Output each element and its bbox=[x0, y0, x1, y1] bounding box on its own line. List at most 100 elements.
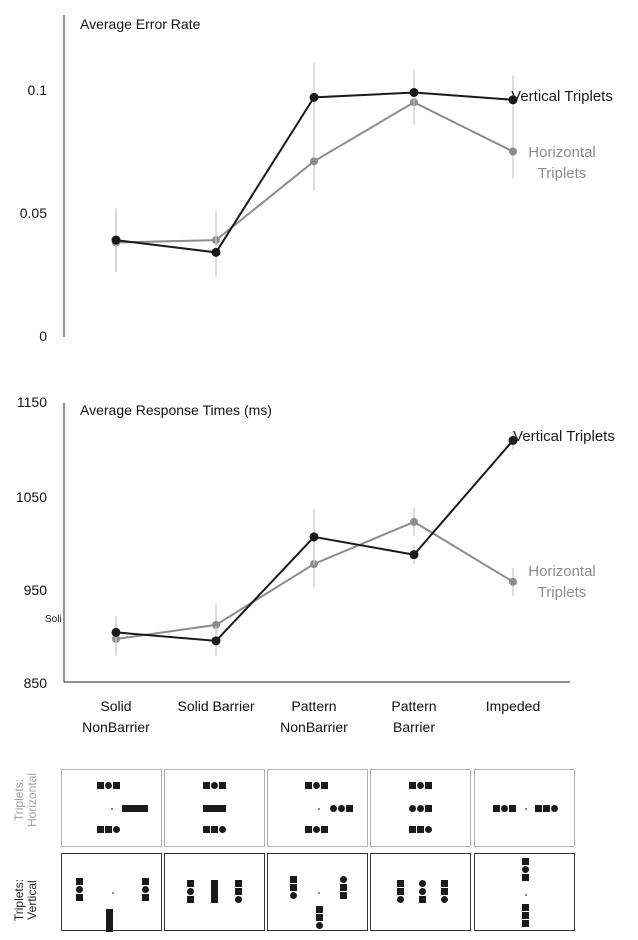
circle-glyph bbox=[313, 826, 320, 833]
fixation-dot bbox=[112, 892, 114, 894]
square-glyph bbox=[219, 782, 226, 789]
chart1-legend-label: Triplets bbox=[538, 165, 587, 182]
circle-glyph bbox=[142, 886, 149, 893]
fixation-dot bbox=[318, 808, 320, 810]
chart2-horizontal-point bbox=[509, 577, 517, 586]
circle-glyph bbox=[501, 805, 508, 812]
square-glyph bbox=[76, 894, 83, 901]
fixation-dot bbox=[111, 808, 113, 810]
square-glyph bbox=[321, 782, 328, 789]
chart2-horizontal-point bbox=[212, 620, 220, 629]
chart2-legend-label: Triplets bbox=[538, 584, 587, 601]
vertical-stimulus-panel bbox=[267, 853, 368, 931]
chart1-legend-label: Vertical Triplets bbox=[511, 88, 613, 105]
vertical-stimulus-panel bbox=[370, 853, 471, 931]
square-glyph bbox=[409, 826, 416, 833]
square-glyph bbox=[522, 904, 529, 911]
circle-glyph bbox=[187, 888, 194, 895]
chart2-vertical-point bbox=[111, 627, 121, 637]
chart2-y-tick-label: 950 bbox=[24, 582, 48, 598]
square-glyph bbox=[187, 896, 194, 903]
square-glyph bbox=[321, 826, 328, 833]
circle-glyph bbox=[522, 866, 529, 873]
circle-glyph bbox=[211, 782, 218, 789]
square-glyph bbox=[417, 826, 424, 833]
chart2-horizontal-point bbox=[410, 517, 418, 526]
square-glyph bbox=[211, 826, 218, 833]
square-glyph bbox=[305, 826, 312, 833]
square-glyph bbox=[290, 884, 297, 891]
chart2-y-tick-label: 1150 bbox=[17, 394, 47, 410]
square-glyph bbox=[76, 878, 83, 885]
square-glyph bbox=[441, 888, 448, 895]
chart1-vertical-point bbox=[508, 95, 518, 105]
chart2-x-tick-label: Impeded bbox=[486, 698, 540, 714]
square-glyph bbox=[397, 888, 404, 895]
barrier-bar bbox=[203, 805, 226, 812]
horizontal-stimulus-panel bbox=[61, 769, 162, 847]
vertical-stimulus-panel bbox=[164, 853, 265, 931]
square-glyph bbox=[203, 826, 210, 833]
chart2-x-tick-label: Solid Barrier bbox=[177, 698, 254, 714]
fixation-dot bbox=[318, 892, 320, 894]
fixation-dot bbox=[525, 894, 527, 896]
circle-glyph bbox=[105, 782, 112, 789]
chart2-x-tick-label: Solid bbox=[100, 698, 131, 714]
chart1-vertical-point bbox=[211, 247, 221, 257]
circle-glyph bbox=[235, 896, 242, 903]
chart1-title: Average Error Rate bbox=[80, 16, 201, 32]
chart2-legend-label: Horizontal bbox=[528, 563, 596, 580]
square-glyph bbox=[522, 912, 529, 919]
row-label-vertical: Triplets: Vertical bbox=[12, 878, 39, 922]
square-glyph bbox=[235, 880, 242, 887]
square-glyph bbox=[97, 782, 104, 789]
circle-glyph bbox=[419, 880, 426, 887]
barrier-bar bbox=[122, 805, 148, 812]
square-glyph bbox=[316, 914, 323, 921]
square-glyph bbox=[203, 782, 210, 789]
horizontal-stimulus-panel bbox=[164, 769, 265, 847]
square-glyph bbox=[409, 782, 416, 789]
circle-glyph bbox=[313, 782, 320, 789]
stray-text: Soli bbox=[45, 614, 62, 625]
chart1-vertical-point bbox=[111, 235, 121, 245]
square-glyph bbox=[113, 782, 120, 789]
fixation-dot bbox=[525, 808, 527, 810]
chart2-legend-label: Vertical Triplets bbox=[513, 428, 615, 445]
chart2-vertical-point bbox=[211, 636, 221, 646]
circle-glyph bbox=[397, 896, 404, 903]
circle-glyph bbox=[113, 826, 120, 833]
chart2-x-tick-label: NonBarrier bbox=[280, 719, 348, 735]
chart1-horizontal-point bbox=[509, 147, 517, 156]
chart2-vertical-point bbox=[508, 435, 518, 445]
square-glyph bbox=[305, 782, 312, 789]
chart1-y-tick-label: 0.05 bbox=[20, 205, 47, 221]
square-glyph bbox=[142, 894, 149, 901]
horizontal-stimulus-panel bbox=[474, 769, 575, 847]
square-glyph bbox=[522, 858, 529, 865]
chart2-y-tick-label: 1050 bbox=[16, 489, 47, 505]
chart2-x-tick-label: Pattern bbox=[291, 698, 336, 714]
circle-glyph bbox=[417, 782, 424, 789]
barrier-bar bbox=[106, 909, 113, 932]
horizontal-stimulus-panel bbox=[267, 769, 368, 847]
square-glyph bbox=[340, 884, 347, 891]
chart1-vertical-point bbox=[309, 92, 319, 102]
square-glyph bbox=[543, 805, 550, 812]
circle-glyph bbox=[425, 826, 432, 833]
square-glyph bbox=[425, 805, 432, 812]
square-glyph bbox=[105, 826, 112, 833]
square-glyph bbox=[290, 876, 297, 883]
square-glyph bbox=[397, 880, 404, 887]
square-glyph bbox=[97, 826, 104, 833]
circle-glyph bbox=[76, 886, 83, 893]
charts-svg: Average Error Rate 0 0.05 0.1 Vertical Tripl… bbox=[16, 15, 615, 735]
square-glyph bbox=[509, 805, 516, 812]
square-glyph bbox=[493, 805, 500, 812]
chart1-vertical-point bbox=[409, 87, 419, 97]
circle-glyph bbox=[419, 888, 426, 895]
horizontal-stimulus-panel bbox=[370, 769, 471, 847]
square-glyph bbox=[187, 880, 194, 887]
circle-glyph bbox=[219, 826, 226, 833]
